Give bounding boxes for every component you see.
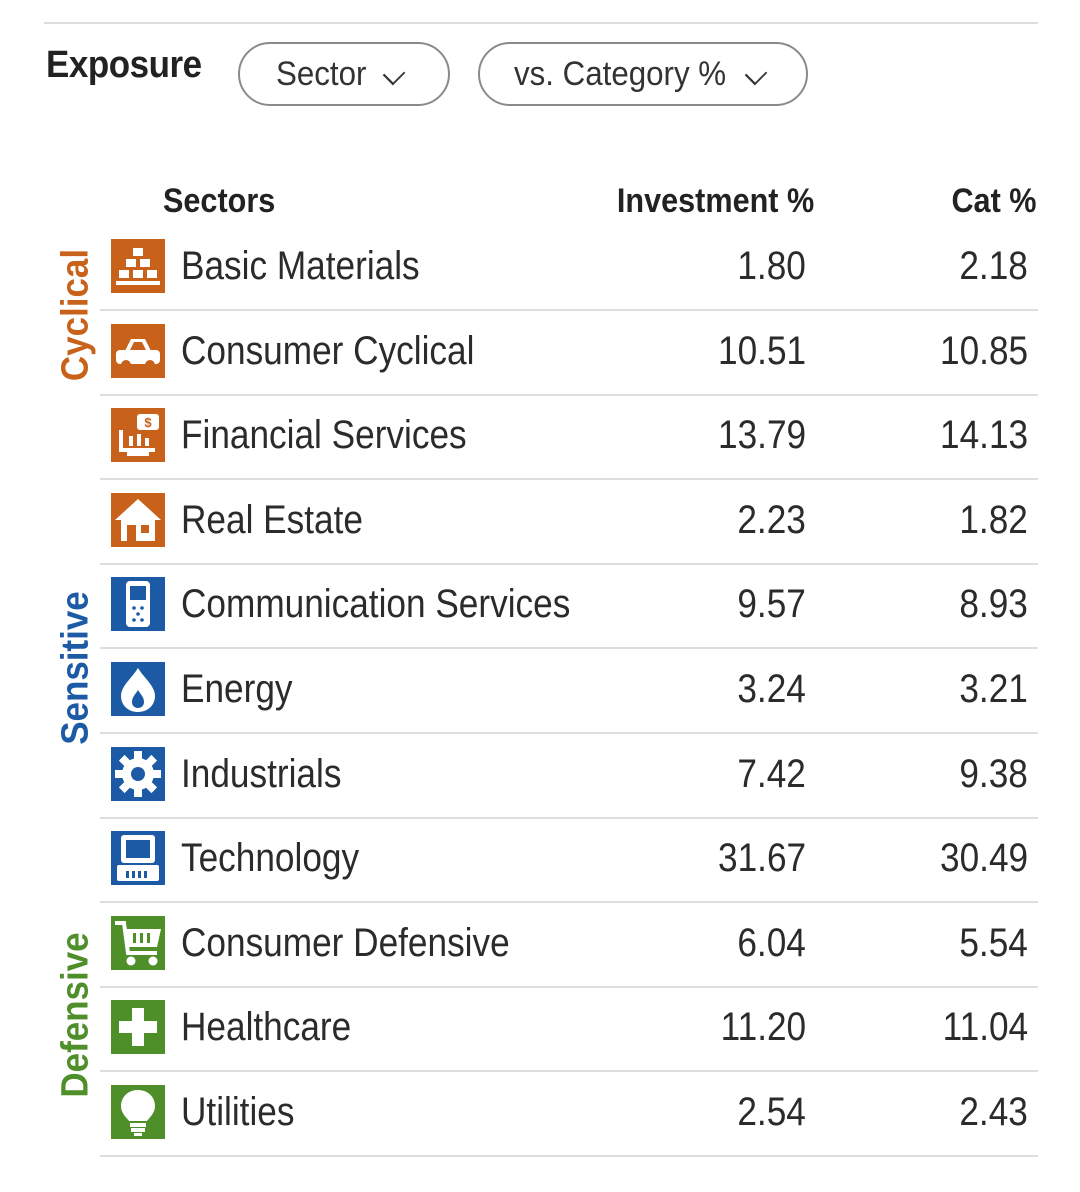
investment-percent: 11.20 [720,1005,806,1050]
table-row: Healthcare 11.20 11.04 [100,987,1038,1073]
investment-percent: 1.80 [737,244,806,288]
row-divider [100,1070,1038,1073]
top-divider [44,22,1038,24]
row-divider [100,1155,1038,1157]
gold-bars-icon [111,239,165,293]
row-divider [100,647,1038,650]
row-divider [100,901,1038,904]
group-label-defensive: Defensive [54,932,97,1098]
table-row: Industrials 7.42 9.38 [100,734,1038,819]
investment-percent: 13.79 [717,413,806,458]
row-divider [100,393,1038,396]
sector-name: Energy [181,667,293,711]
investment-percent: 6.04 [737,920,806,965]
phone-icon [111,577,165,632]
table-row: Real Estate 2.23 1.82 [100,480,1038,565]
table-row: Communication Services 9.57 8.93 [100,564,1038,650]
category-percent: 30.49 [939,836,1028,881]
category-percent: 14.13 [939,413,1028,458]
row-divider [100,309,1038,311]
investment-percent: 7.42 [737,751,806,796]
column-header-cat: Cat % [950,182,1036,220]
category-percent: 9.38 [959,751,1028,796]
section-title: Exposure [46,44,202,86]
house-icon [111,492,165,547]
column-header-sectors: Sectors [163,182,276,220]
compare-dropdown[interactable]: vs. Category % [478,42,808,106]
sector-name: Utilities [181,1090,295,1134]
sector-name: Consumer Cyclical [181,328,475,373]
row-divider [100,985,1038,988]
sector-name: Healthcare [181,1005,352,1050]
sector-name: Technology [181,836,360,881]
category-percent: 5.54 [959,920,1028,965]
cross-icon [111,1000,165,1055]
investment-percent: 9.57 [737,582,806,627]
row-divider [100,816,1038,819]
lightbulb-icon [111,1085,165,1139]
table-row: Energy 3.24 3.21 [100,649,1038,734]
category-percent: 3.21 [959,667,1028,711]
sector-name: Basic Materials [181,244,420,288]
investment-percent: 3.24 [737,667,806,711]
investment-percent: 2.54 [737,1090,806,1134]
table-row: Consumer Defensive 6.04 5.54 [100,903,1038,988]
group-label-cyclical: Cyclical [54,248,97,382]
sector-dropdown-label: Sector [276,54,367,93]
investment-percent: 31.67 [717,836,806,881]
category-percent: 1.82 [959,497,1028,542]
chevron-down-icon [744,62,768,86]
column-header-investment: Investment % [616,182,814,220]
car-icon [111,323,165,378]
category-percent: 2.43 [959,1090,1028,1134]
sector-name: Communication Services [181,582,571,627]
gear-icon [111,746,165,801]
investment-percent: 2.23 [737,497,806,542]
sector-name: Industrials [181,751,342,796]
sector-name: Consumer Defensive [181,920,510,965]
svg-text:$: $ [144,415,152,430]
investment-percent: 10.51 [717,328,806,373]
row-divider [100,562,1038,565]
table-row: Technology 31.67 30.49 [100,818,1038,904]
table-row: Utilities 2.54 2.43 [100,1072,1038,1157]
sector-dropdown[interactable]: Sector [238,42,450,106]
compare-dropdown-label: vs. Category % [514,54,727,93]
table-row: Consumer Cyclical 10.51 10.85 [100,311,1038,396]
sector-name: Real Estate [181,497,363,542]
row-divider [100,478,1038,481]
category-percent: 11.04 [942,1005,1028,1050]
table-row: Basic Materials 1.80 2.18 [100,226,1038,311]
row-divider [100,732,1038,734]
chevron-down-icon [382,62,406,86]
category-percent: 10.85 [939,328,1028,373]
sector-name: Financial Services [181,413,467,458]
cart-icon [111,915,165,970]
category-percent: 2.18 [959,244,1028,288]
flame-icon [111,662,165,716]
group-label-sensitive: Sensitive [54,591,97,745]
bank-icon: $ [111,408,165,463]
category-percent: 8.93 [959,582,1028,627]
table-row: $ Financial Services 13.79 14.13 [100,395,1038,481]
computer-icon [111,831,165,886]
